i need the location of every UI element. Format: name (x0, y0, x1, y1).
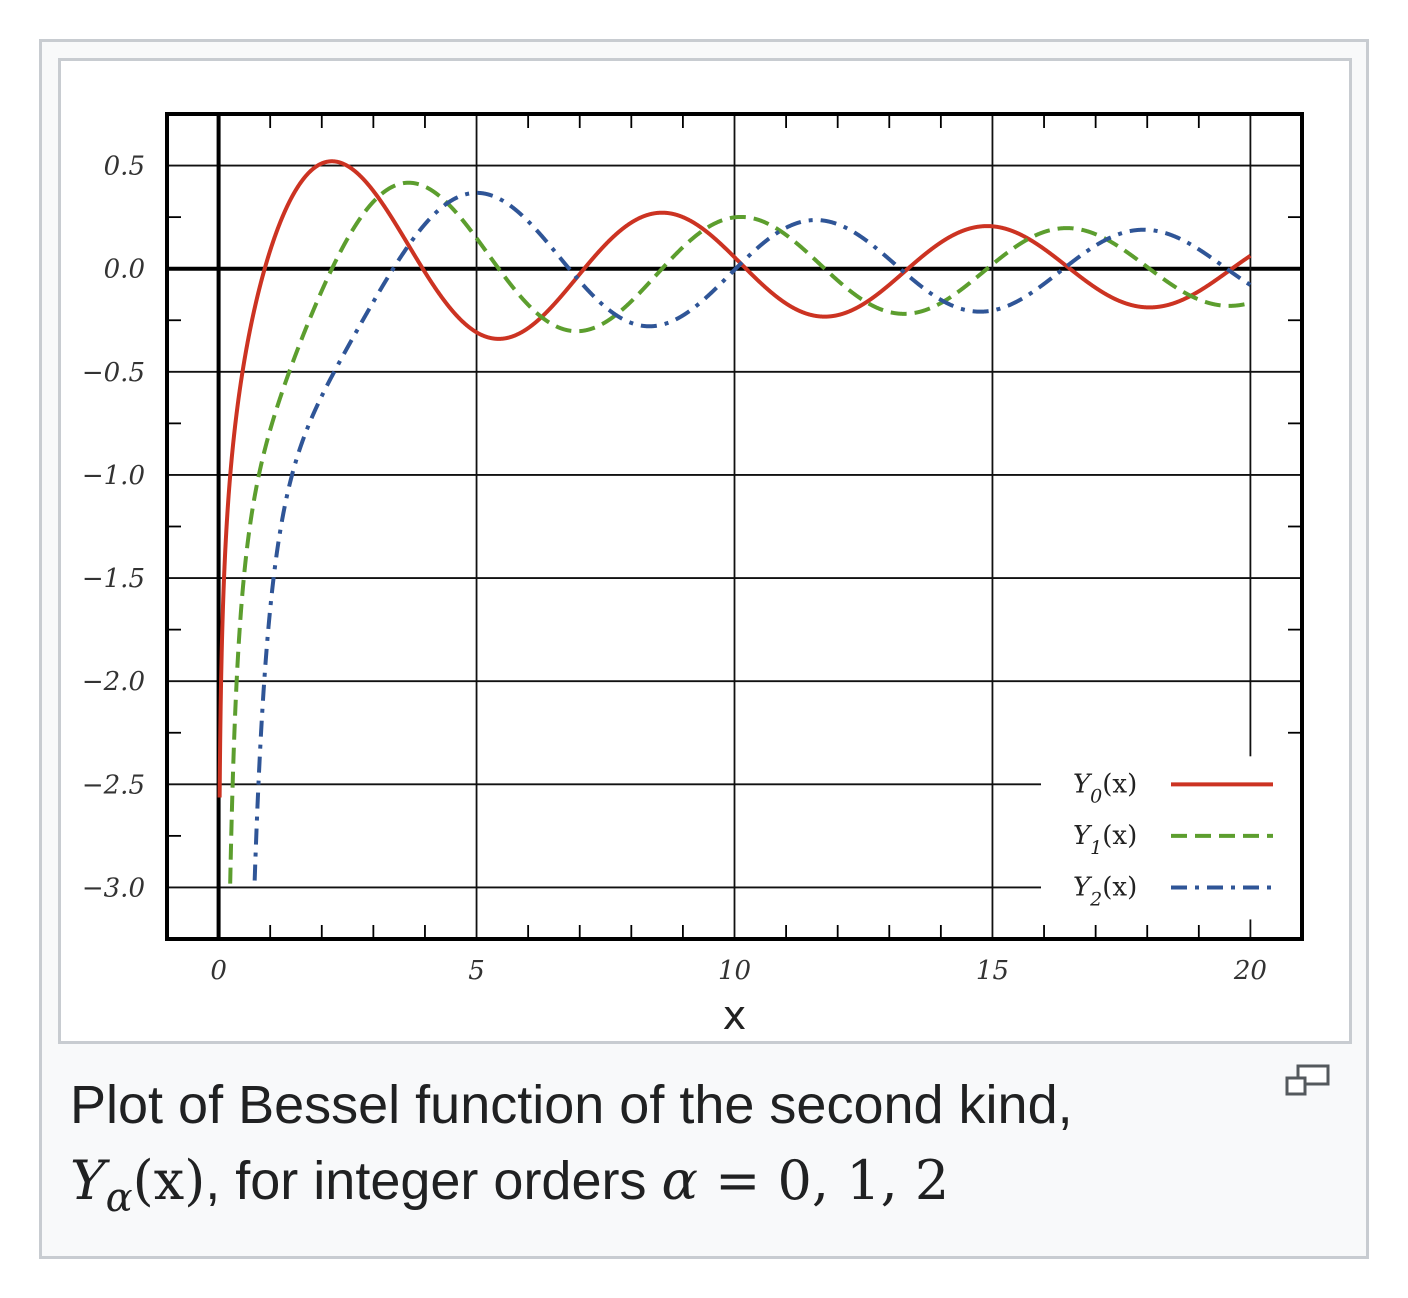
legend-label-1: Y1(x) (1073, 821, 1137, 859)
caption-math-subscript: α (105, 1174, 133, 1221)
caption-text: Plot of Bessel function of the second ki… (70, 1075, 1073, 1135)
y-tick-label: −2.0 (82, 667, 145, 697)
series-line-0 (217, 159, 1252, 798)
y-tick-label: −0.5 (82, 358, 145, 388)
y-tick-label: −1.5 (82, 564, 145, 594)
legend-label-2: Y2(x) (1073, 872, 1137, 910)
y-tick-label: −2.5 (82, 770, 145, 800)
series-line-1 (228, 180, 1251, 884)
chart-image[interactable]: 0.5 0.0 −0.5 −1.0 −1.5 −2.0 −2.5 −3.0 0 5 10 15 20 x Y… (58, 58, 1352, 1044)
figure-thumbnail: 0.5 0.0 −0.5 −1.0 −1.5 −2.0 −2.5 −3.0 0 5 10 15 20 x Y… (39, 39, 1369, 1259)
caption-equals: = 0, 1, 2 (697, 1149, 950, 1212)
x-tick-label: 20 (1233, 956, 1267, 986)
y-tick-label: 0.5 (104, 152, 145, 182)
legend-label-0: Y0(x) (1073, 769, 1137, 807)
caption-math-symbol: Y (70, 1149, 106, 1212)
y-tick-label: −3.0 (82, 873, 145, 903)
series-line-2 (252, 190, 1252, 881)
plot-frame (165, 112, 1304, 941)
bessel-plot: 0.5 0.0 −0.5 −1.0 −1.5 −2.0 −2.5 −3.0 0 5 10 15 20 x Y… (82, 112, 1304, 1039)
x-axis-label: x (723, 993, 747, 1039)
x-tick-label: 10 (718, 956, 751, 986)
figure-caption: Plot of Bessel function of the second ki… (70, 1067, 1230, 1236)
caption-math-arg: (x) (132, 1149, 206, 1212)
caption-alpha: α (661, 1149, 698, 1212)
enlarge-icon[interactable] (1284, 1064, 1332, 1098)
x-tick-label: 15 (976, 956, 1009, 986)
x-tick-label: 5 (468, 956, 485, 986)
x-tick-label: 0 (210, 956, 227, 986)
caption-mid: , for integer orders (205, 1151, 662, 1211)
y-tick-label: −1.0 (82, 461, 145, 491)
y-tick-label: 0.0 (104, 255, 145, 285)
